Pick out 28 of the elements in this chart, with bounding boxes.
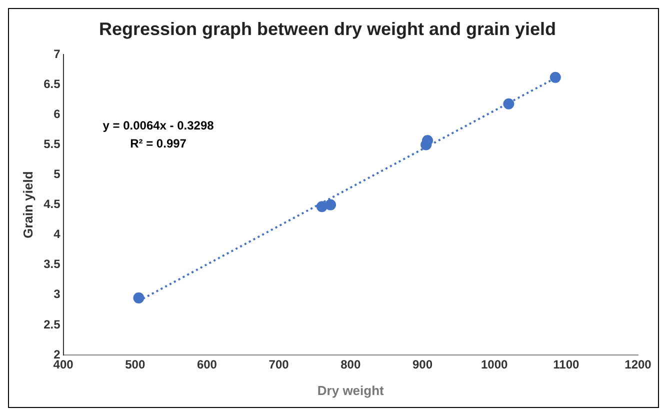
x-axis-title: Dry weight (317, 382, 385, 398)
point (550, 72, 561, 83)
x-tick-label: 1200 (624, 358, 652, 372)
x-tick-label: 1100 (553, 358, 580, 372)
y-tick-label: 4.5 (44, 197, 61, 212)
y-axis-title: Grain yield (20, 171, 36, 238)
x-tick-label: 600 (196, 358, 218, 372)
annotation: y = 0.0064x - 0.3298 (102, 118, 214, 133)
x-tick-label: 1000 (480, 358, 508, 372)
y-tick-label: 3.5 (44, 257, 61, 272)
x-tick-label: 800 (340, 358, 361, 372)
x-tick-label: 500 (125, 358, 146, 372)
x-tick-label: 900 (412, 358, 433, 372)
point (503, 98, 514, 110)
x-tick-label: 700 (268, 358, 290, 372)
y-tick-label: 4 (54, 227, 61, 242)
annotation: R² = 0.997 (130, 136, 187, 151)
y-tick-label: 5 (54, 167, 61, 182)
y-tick-label: 5.5 (44, 137, 61, 152)
y-tick-label: 3 (54, 287, 61, 302)
y-tick-label: 6 (54, 106, 61, 121)
y-tick-label: 6.5 (44, 76, 61, 91)
point (133, 292, 144, 304)
chart-title: Regression graph between dry weight and grain yield (98, 18, 556, 39)
point (316, 201, 328, 212)
y-tick-label: 2.5 (44, 317, 61, 332)
y-tick-label: 7 (54, 46, 61, 61)
point (325, 199, 336, 210)
